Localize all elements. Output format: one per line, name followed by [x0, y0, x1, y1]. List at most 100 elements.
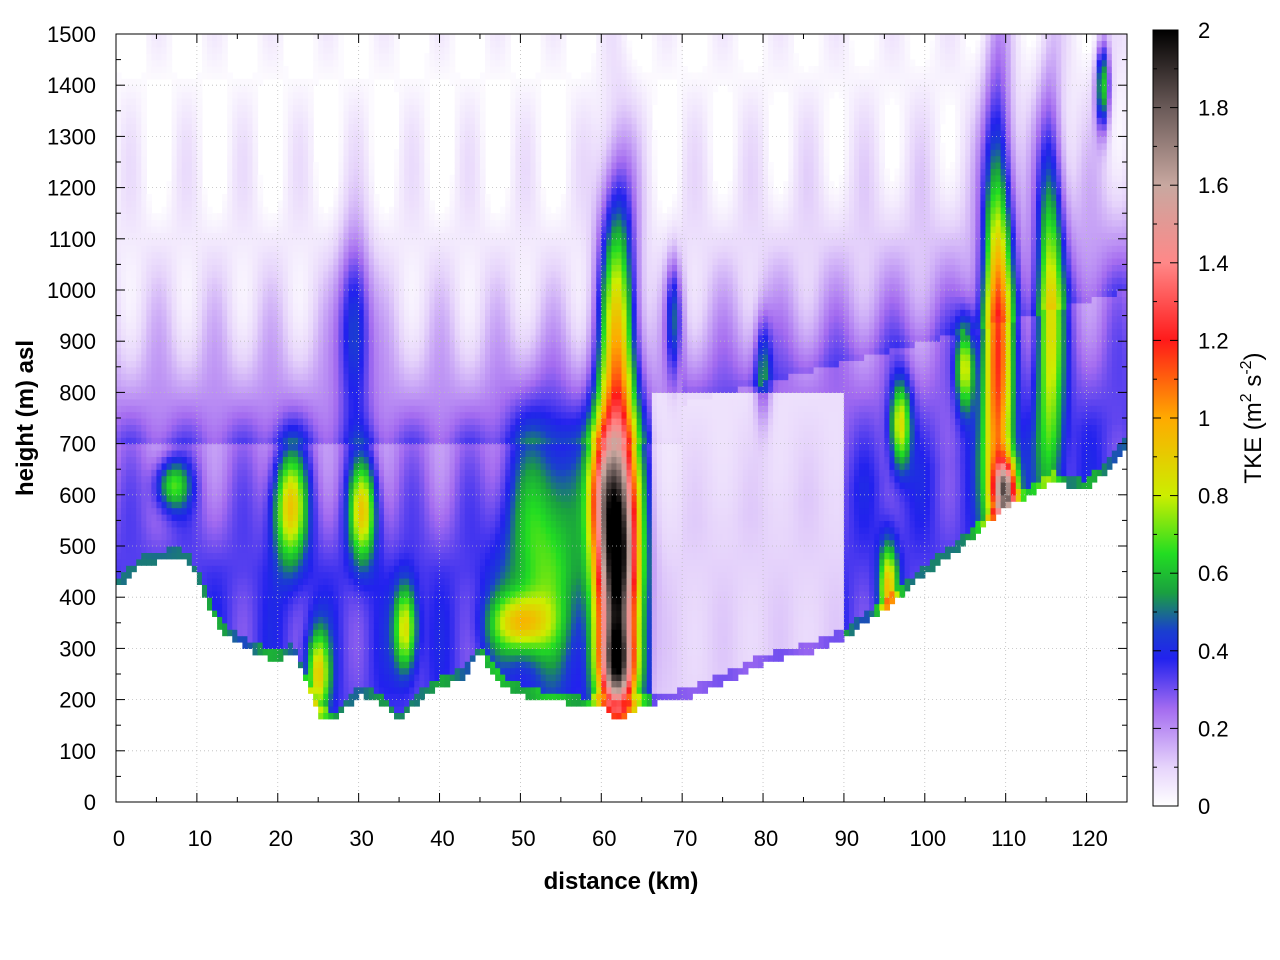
heatmap-cell [126, 354, 132, 361]
heatmap-cell [277, 226, 284, 233]
heatmap-cell [166, 552, 173, 560]
heatmap-cell [388, 341, 395, 349]
heatmap-cell [232, 123, 238, 131]
heatmap-cell [388, 635, 395, 643]
heatmap-cell [383, 443, 390, 451]
heatmap-cell [257, 462, 264, 470]
heatmap-cell [186, 539, 193, 547]
heatmap-cell [247, 411, 254, 419]
heatmap-cell [399, 450, 405, 457]
heatmap-cell [358, 405, 365, 413]
heatmap-cell [237, 130, 243, 137]
heatmap-cell [136, 219, 142, 227]
heatmap-cell [394, 264, 400, 272]
heatmap-cell [363, 546, 370, 553]
heatmap-cell [368, 322, 375, 329]
heatmap-cell [156, 398, 163, 406]
heatmap-cell [212, 238, 218, 246]
heatmap-cell [409, 245, 415, 253]
heatmap-cell [378, 53, 385, 61]
heatmap-cell [232, 104, 238, 112]
heatmap-cell [227, 578, 233, 585]
heatmap-cell [247, 616, 254, 624]
heatmap-cell [156, 379, 163, 387]
heatmap-cell [141, 206, 147, 214]
heatmap-cell [217, 546, 223, 553]
heatmap-cell [151, 514, 158, 521]
heatmap-cell [237, 475, 243, 483]
heatmap-cell [171, 386, 178, 393]
heatmap-cell [404, 155, 410, 163]
heatmap-cell [201, 565, 208, 573]
heatmap-cell [181, 174, 188, 182]
heatmap-cell [303, 187, 309, 195]
heatmap-cell [348, 648, 355, 656]
heatmap-cell [303, 578, 309, 585]
heatmap-cell [116, 98, 122, 105]
heatmap-cell [196, 110, 203, 118]
heatmap-cell [277, 475, 284, 483]
heatmap-cell [181, 213, 188, 221]
heatmap-cell [378, 341, 385, 349]
heatmap-cell [378, 507, 385, 515]
heatmap-cell [348, 405, 355, 413]
heatmap-cell [348, 328, 355, 336]
heatmap-cell [303, 245, 309, 253]
heatmap-cell [368, 398, 375, 406]
heatmap-cell [404, 616, 410, 624]
heatmap-cell [348, 616, 355, 624]
heatmap-cell [232, 443, 238, 451]
heatmap-cell [313, 616, 319, 624]
heatmap-cell [227, 270, 233, 278]
heatmap-cell [388, 366, 395, 374]
heatmap-cell [404, 187, 410, 195]
heatmap-cell [292, 98, 299, 105]
heatmap-cell [126, 200, 132, 208]
heatmap-cell [151, 322, 158, 329]
heatmap-cell [282, 264, 289, 272]
heatmap-cell [394, 494, 400, 502]
heatmap-cell [121, 219, 127, 227]
heatmap-cell [282, 181, 289, 189]
heatmap-cell [399, 699, 405, 707]
heatmap-cell [368, 424, 375, 432]
heatmap-cell [171, 194, 178, 201]
heatmap-cell [287, 565, 294, 573]
heatmap-cell [116, 245, 122, 253]
heatmap-cell [394, 533, 400, 541]
heatmap-cell [333, 46, 340, 54]
heatmap-cell [176, 98, 183, 105]
heatmap-cell [121, 309, 127, 317]
heatmap-cell [191, 398, 198, 406]
heatmap-cell [262, 424, 269, 432]
heatmap-cell [131, 187, 137, 195]
heatmap-cell [227, 213, 233, 221]
heatmap-cell [292, 469, 299, 477]
heatmap-cell [181, 315, 188, 323]
heatmap-cell [318, 418, 324, 425]
heatmap-cell [257, 200, 264, 208]
heatmap-cell [196, 565, 203, 573]
heatmap-cell [262, 309, 269, 317]
heatmap-cell [414, 514, 420, 521]
heatmap-cell [388, 507, 395, 515]
heatmap-cell [126, 443, 132, 451]
heatmap-cell [191, 85, 198, 93]
heatmap-cell [121, 277, 127, 285]
heatmap-cell [201, 366, 208, 374]
heatmap-cell [166, 302, 173, 310]
heatmap-cell [232, 206, 238, 214]
heatmap-cell [353, 674, 360, 681]
heatmap-cell [262, 373, 269, 381]
heatmap-cell [267, 34, 274, 41]
heatmap-cell [343, 206, 350, 214]
heatmap-cell [318, 622, 324, 630]
heatmap-cell [252, 142, 259, 150]
heatmap-cell [378, 251, 385, 259]
heatmap-cell [358, 123, 365, 131]
heatmap-cell [262, 539, 269, 547]
heatmap-cell [247, 78, 254, 86]
heatmap-cell [348, 219, 355, 227]
heatmap-cell [333, 667, 340, 675]
heatmap-cell [348, 552, 355, 560]
